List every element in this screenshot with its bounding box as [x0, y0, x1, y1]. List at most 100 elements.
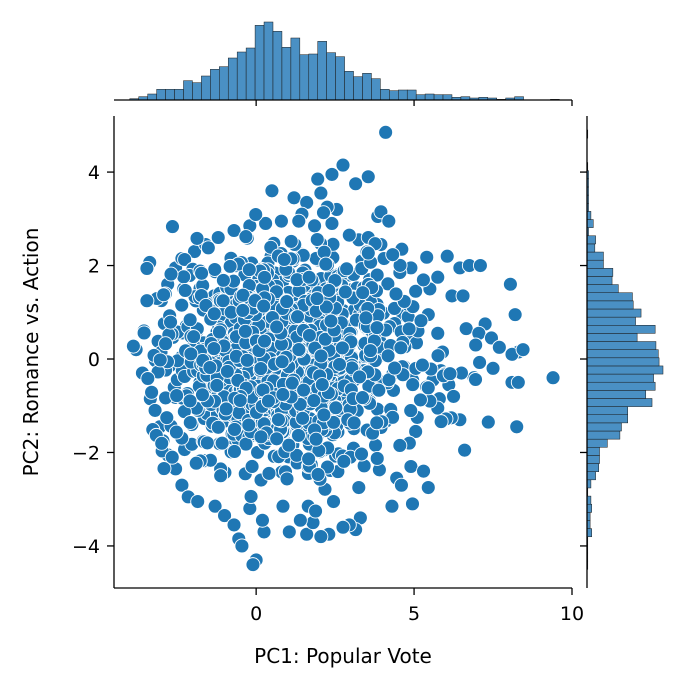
- hist-y-bar: [586, 349, 659, 359]
- scatter-point: [480, 414, 496, 430]
- scatter-point: [337, 284, 353, 300]
- scatter-point: [455, 288, 471, 304]
- scatter-point: [341, 227, 357, 243]
- scatter-point: [296, 382, 312, 398]
- scatter-point: [125, 338, 141, 354]
- scatter-point: [316, 205, 331, 221]
- hist-x-bar: [245, 47, 256, 101]
- scatter-point: [430, 348, 446, 364]
- hist-x-bar: [299, 54, 310, 101]
- scatter-point: [235, 302, 251, 318]
- scatter-point: [419, 249, 435, 265]
- hist-y-bar: [586, 268, 614, 277]
- hist-x-bar: [362, 73, 372, 101]
- hist-y-bar: [586, 471, 596, 481]
- scatter-point: [446, 388, 462, 404]
- hist-y-bar: [586, 528, 592, 538]
- scatter-point: [164, 449, 180, 465]
- scatter-point: [299, 526, 315, 542]
- scatter-point: [163, 314, 179, 330]
- hist-x-bar: [353, 76, 363, 101]
- hist-x-bar: [156, 89, 166, 101]
- hist-y-bar: [586, 455, 600, 464]
- scatter-point: [414, 357, 430, 373]
- hist-x-bar: [335, 56, 345, 101]
- hist-x-bar: [236, 51, 247, 101]
- scatter-point: [403, 459, 419, 474]
- hist-x-bar: [344, 71, 354, 101]
- scatter-point: [258, 216, 274, 231]
- scatter-point: [273, 213, 289, 229]
- hist-x-bar: [272, 31, 283, 101]
- scatter-point: [381, 213, 397, 229]
- scatter-point: [168, 424, 184, 440]
- hist-y-bar: [586, 251, 604, 261]
- hist-x-bar: [165, 89, 175, 101]
- hist-x-bar: [317, 41, 327, 101]
- scatter-point: [509, 419, 525, 435]
- scatter-point: [284, 375, 300, 391]
- scatter-point: [188, 455, 204, 471]
- hist-x-bar: [371, 78, 381, 101]
- scatter-point: [369, 267, 385, 283]
- scatter-point: [352, 369, 367, 385]
- scatter-point: [515, 342, 531, 358]
- hist-y-bar: [586, 235, 596, 245]
- scatter-point: [209, 378, 225, 393]
- scatter-point: [281, 524, 297, 540]
- hist-y-bar: [586, 430, 621, 440]
- scatter-point: [307, 218, 323, 234]
- scatter-point: [348, 176, 364, 192]
- hist-x-bar: [415, 94, 426, 101]
- scatter-point: [405, 496, 420, 512]
- scatter-point: [401, 321, 417, 337]
- scatter-point: [387, 360, 403, 376]
- hist-x-bar: [406, 89, 417, 101]
- scatter-point: [177, 252, 193, 267]
- scatter-point: [190, 494, 206, 509]
- scatter-point: [279, 294, 295, 310]
- hist-y-bar: [586, 316, 636, 326]
- scatter-point: [269, 431, 285, 447]
- hist-y-bar: [586, 243, 596, 253]
- scatter-point: [439, 248, 455, 264]
- hist-x-bar: [398, 89, 408, 101]
- hist-x-bar: [210, 69, 220, 101]
- scatter-point: [234, 538, 250, 554]
- hist-y-bar: [586, 447, 600, 456]
- scatter-point: [309, 291, 325, 307]
- scatter-point: [393, 477, 409, 493]
- hist-x-bar: [227, 57, 238, 101]
- scatter-point: [182, 312, 198, 328]
- scatter-point: [328, 400, 344, 416]
- scatter-point: [275, 386, 291, 402]
- scatter-point: [147, 402, 163, 418]
- hist-y-bar: [586, 390, 647, 399]
- scatter-point: [413, 313, 429, 329]
- scatter-point: [392, 438, 408, 453]
- scatter-point: [291, 342, 307, 358]
- hist-x-bar: [308, 53, 318, 101]
- scatter-point: [183, 346, 199, 362]
- scatter-point: [169, 388, 185, 404]
- y-tick-label: 0: [88, 349, 100, 371]
- scatter-point: [306, 393, 322, 409]
- scatter-point: [335, 519, 351, 535]
- hist-y-bar: [586, 325, 656, 334]
- scatter-point: [310, 467, 326, 482]
- scatter-point: [182, 393, 198, 409]
- hist-y-bar: [586, 365, 664, 375]
- scatter-point: [214, 435, 230, 451]
- scatter-point: [335, 157, 351, 173]
- hist-x-bar: [192, 82, 202, 101]
- scatter-point: [405, 377, 421, 393]
- scatter-point: [174, 477, 190, 493]
- hist-y-bar: [586, 373, 654, 383]
- scatter-point: [318, 256, 334, 272]
- scatter-point: [276, 252, 292, 267]
- scatter-point: [218, 401, 234, 417]
- scatter-point: [140, 371, 156, 386]
- scatter-point: [468, 372, 483, 387]
- scatter-point: [408, 283, 424, 299]
- scatter-point: [174, 297, 190, 313]
